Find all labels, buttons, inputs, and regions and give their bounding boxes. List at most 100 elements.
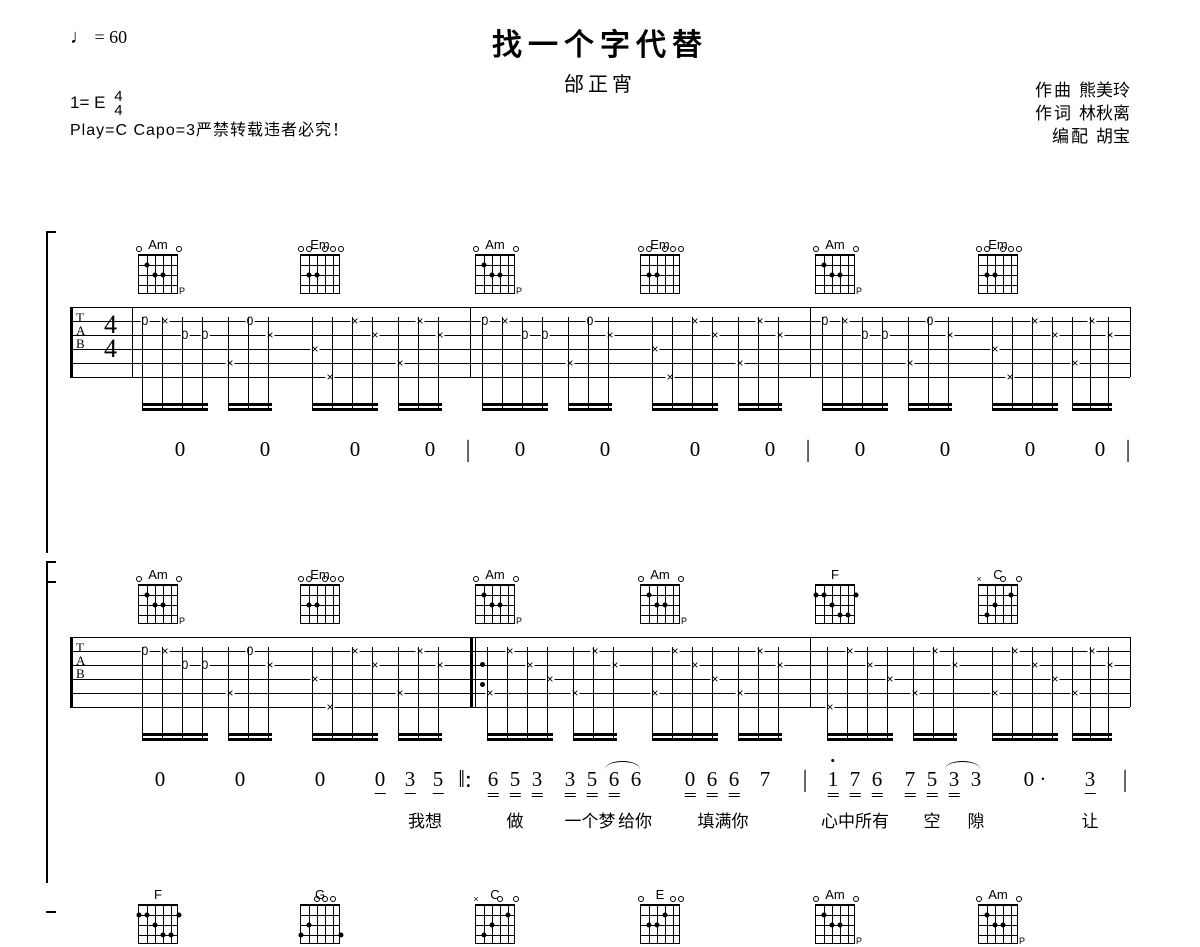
composer-credit: 作曲熊美玲 (1035, 80, 1130, 103)
jianpu-note: 0 (1095, 437, 1106, 462)
chord-diagram: F (133, 887, 183, 944)
tab-fret: × (565, 356, 574, 370)
tab-clef: TAB (76, 641, 85, 680)
chord-name: F (133, 887, 183, 902)
artist-name: 邰正宵 (70, 68, 1130, 97)
chord-row: AmPEmAmPEmAmPEm (70, 237, 1130, 297)
tab-fret: 0 (586, 314, 595, 328)
jianpu-note: 5 (587, 767, 598, 797)
tab-fret: 0 (246, 644, 255, 658)
lyric-syllable: 隙 (968, 807, 985, 832)
fretboard-grid (300, 584, 340, 624)
fretboard-grid (640, 254, 680, 294)
bracket-cap-top (46, 561, 56, 563)
tab-fret: × (775, 658, 784, 672)
tab-staff: TAB 0×00×0××××××××××××××××××××××××××××××… (70, 637, 1130, 707)
tab-fret: × (1105, 328, 1114, 342)
fretboard-grid (815, 254, 855, 294)
jianpu-note: 0 (235, 767, 246, 792)
tab-fret: 0 (926, 314, 935, 328)
chord-diagram: C× (973, 567, 1023, 624)
fretboard-grid (815, 904, 855, 944)
credits-block: 作曲熊美玲 作词林秋离 编配胡宝 (1035, 80, 1130, 149)
lyric-syllable: 做 (507, 807, 524, 832)
jianpu-note: 0 (425, 437, 436, 462)
tab-fret: × (930, 644, 939, 658)
jianpu-note: 7 (905, 767, 916, 797)
fretboard-grid (640, 584, 680, 624)
jianpu-barline: | (1126, 437, 1131, 464)
tab-fret: × (415, 644, 424, 658)
chord-name: G (295, 887, 345, 902)
system-bracket (46, 561, 48, 883)
tie-slur (605, 761, 640, 771)
jianpu-note: 3 (1085, 767, 1096, 794)
jianpu-note: 6 (609, 767, 620, 797)
fretboard-grid (300, 254, 340, 294)
chord-diagram: G (295, 887, 345, 944)
fretboard-grid: × (978, 584, 1018, 624)
chord-diagram: Em (295, 567, 345, 624)
fretboard-grid (138, 584, 178, 624)
tab-fret: × (605, 328, 614, 342)
tab-fret: × (950, 658, 959, 672)
lyric-syllable: 让 (1082, 807, 1099, 832)
stem-row (70, 377, 1130, 417)
jianpu-note: 7 (850, 767, 861, 797)
tab-fret: × (570, 686, 579, 700)
jianpu-note: 0 (685, 767, 696, 797)
fretboard-grid (640, 904, 680, 944)
jianpu-note: 0 (315, 767, 326, 792)
arranger-credit: 编配胡宝 (1035, 126, 1130, 149)
jianpu-note: 0 (600, 437, 611, 462)
system-bracket (46, 231, 48, 553)
song-title: 找一个字代替 (70, 20, 1130, 64)
jianpu-barline: | (1123, 767, 1128, 794)
tab-fret: × (1087, 644, 1096, 658)
jianpu-note: 0 (765, 437, 776, 462)
chord-diagram: AmP (133, 237, 183, 294)
lyric-syllable: 空 (924, 807, 941, 832)
tab-fret: × (435, 658, 444, 672)
tab-system-1: AmPEmAmPEmAmPEm TAB 4 4 0×00×0××××××××0×… (70, 237, 1130, 547)
tab-fret: 0 (246, 314, 255, 328)
lyric-syllable: 我想 (408, 807, 442, 832)
fretboard-grid (138, 904, 178, 944)
fretboard-grid (815, 584, 855, 624)
jianpu-barline: | (803, 767, 808, 794)
jianpu-note: 1 (828, 767, 839, 797)
tab-fret: × (435, 328, 444, 342)
chord-diagram: AmP (810, 887, 860, 944)
chord-diagram: E (635, 887, 685, 944)
tab-fret: × (905, 356, 914, 370)
jianpu-note: 6 (872, 767, 883, 797)
jianpu-note: 0 (690, 437, 701, 462)
jianpu-note: 0 (375, 767, 386, 794)
tab-fret: × (225, 356, 234, 370)
chord-diagram: AmP (973, 887, 1023, 944)
jianpu-barline: | (466, 437, 471, 464)
tab-fret: × (735, 356, 744, 370)
time-signature: 4 4 (114, 90, 122, 117)
jianpu-note: 0 (1025, 437, 1036, 462)
tab-fret: × (1087, 314, 1096, 328)
bracket-cap-top (46, 231, 56, 233)
bracket-cap-bottom (46, 911, 56, 913)
chord-diagram: F (810, 567, 860, 624)
jianpu-note: 0 (940, 437, 951, 462)
key-signature: 1= E 4 4 (70, 90, 123, 117)
stem-row (70, 707, 1130, 747)
tab-fret: × (395, 686, 404, 700)
lyric-syllable: 一个梦 (565, 807, 616, 832)
lyric-syllable: 给你 (618, 807, 652, 832)
fretboard-grid (300, 904, 340, 944)
tempo-value: = 60 (95, 27, 128, 47)
fretboard-grid: × (475, 904, 515, 944)
chord-row-partial: FGC×EAmPAmP (70, 887, 1130, 947)
tab-fret: × (395, 356, 404, 370)
play-instructions: Play=C Capo=3严禁转载违者必究！ (70, 116, 349, 140)
jianpu-note: 5 (927, 767, 938, 797)
jianpu-note: 5 (433, 767, 444, 794)
tie-slur (945, 761, 980, 771)
fretboard-grid (978, 254, 1018, 294)
